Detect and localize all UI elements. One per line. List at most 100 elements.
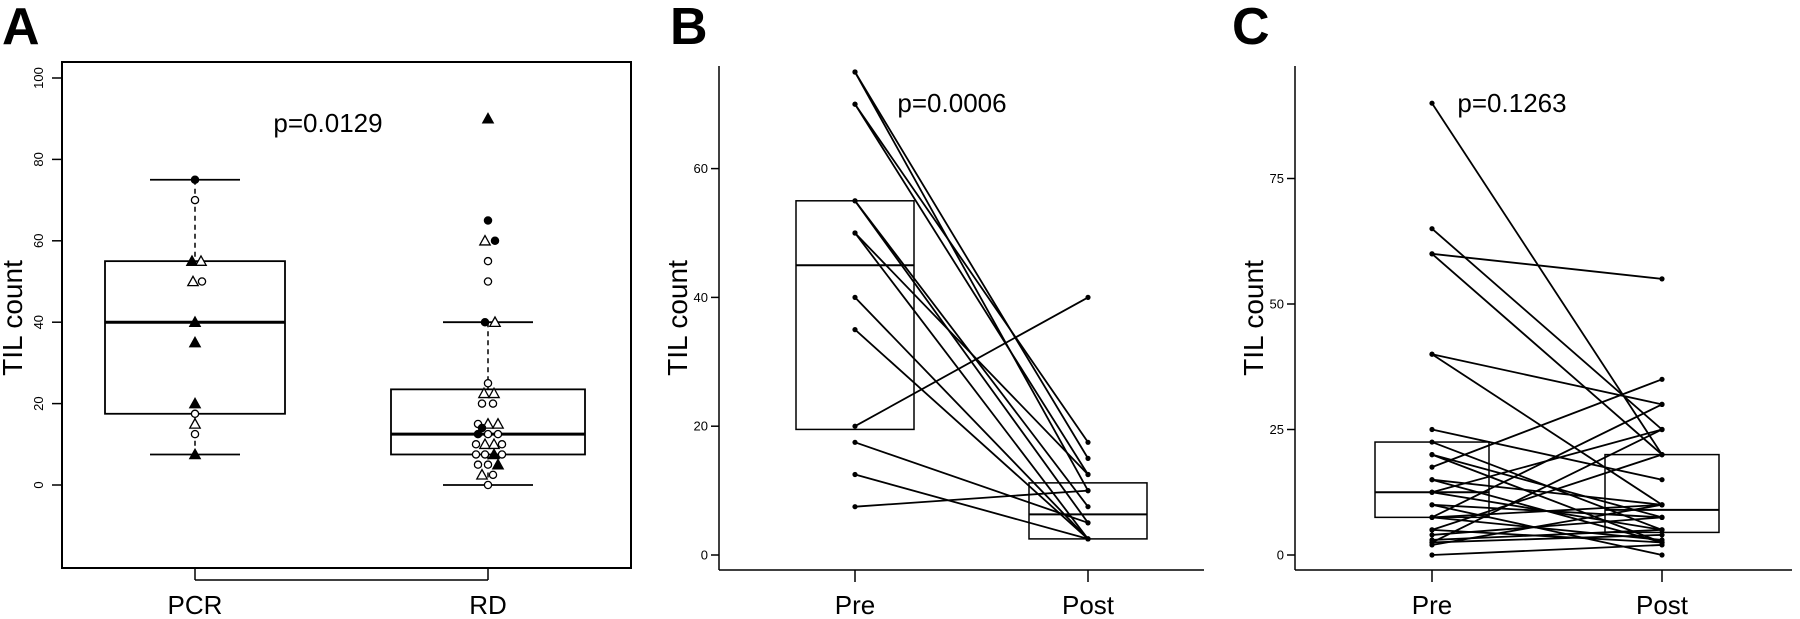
- panel-a-point-34: [478, 437, 492, 450]
- panel-a-point-42: [483, 460, 493, 469]
- panel-a-pvalue: p=0.0129: [273, 108, 382, 138]
- panel-a-ytick-label-4: 80: [31, 152, 46, 166]
- panel-c-pair-line-25: [1431, 534, 1663, 544]
- panel-c-point-pre-1: [1429, 226, 1435, 232]
- panel-c-ytick-label-2: 50: [1270, 297, 1284, 312]
- panel-a: A 0 20 40 60 80 100 PCR RD TIL count p=0.0129: [0, 0, 632, 619]
- panel-b-pair-line-2: [854, 103, 1089, 443]
- panel-b-point-post-4: [1085, 504, 1091, 510]
- panel-a-point-46: [483, 480, 493, 490]
- panel-b-pair-line-0: [854, 71, 1089, 459]
- panel-b-pair-line-6: [854, 232, 1089, 476]
- panel-a-point-24: [477, 399, 487, 408]
- panel-c-point-pre-12: [1429, 477, 1435, 483]
- panel-c-point-post-17: [1659, 401, 1665, 407]
- panel-a-point-16: [490, 236, 500, 246]
- panel-a-point-29: [477, 423, 487, 433]
- panel-a-ytick-label-1: 20: [31, 396, 46, 410]
- panel-c-pair-line-10: [1431, 378, 1663, 468]
- panel-b-point-pre-12: [852, 471, 858, 478]
- panel-b-xlabel-post: Post: [1062, 590, 1115, 619]
- panel-c-pair-line-24: [1431, 428, 1663, 544]
- panel-a-point-12: [188, 447, 202, 460]
- panel-b-pair-line-11: [854, 441, 1089, 524]
- panel-c-point-post-26: [1659, 502, 1665, 508]
- panel-c-pair-line-17: [1431, 403, 1663, 519]
- panel-c-point-post-21: [1659, 452, 1665, 458]
- panel-a-point-1: [190, 195, 200, 205]
- panel-c-pvalue: p=0.1263: [1457, 88, 1566, 118]
- panel-a-point-30: [473, 429, 483, 439]
- panel-c-pair-line-1: [1431, 228, 1663, 431]
- panel-c-pair-line-21: [1431, 453, 1663, 531]
- panel-a-point-13: [481, 112, 495, 124]
- panel-a-point-18: [483, 277, 493, 286]
- panel-c-pair-line-27: [1431, 544, 1663, 556]
- panel-a-point-10: [188, 417, 202, 429]
- panel-a-point-28: [491, 417, 505, 429]
- panel-a-point-37: [471, 450, 481, 459]
- panel-b-pair-line-3: [854, 103, 1089, 475]
- panel-a-ytick-label-2: 40: [31, 315, 46, 329]
- panel-c-point-pre-14: [1429, 489, 1435, 495]
- panel-a-point-11: [190, 429, 200, 439]
- panel-a-point-40: [497, 450, 507, 459]
- panel-b: B 0 20 40 60 Pre Post TIL count p=0.0006: [662, 0, 1204, 619]
- panel-b-pair-line-10: [854, 296, 1089, 427]
- panel-c-point-pre-19: [1429, 514, 1435, 520]
- panel-b-point-post-11: [1085, 520, 1091, 526]
- panel-c-pair-line-0: [1431, 102, 1663, 456]
- panel-a-ytick-label-0: 0: [31, 481, 46, 488]
- panel-c-xlabel-pre: Pre: [1412, 590, 1452, 619]
- panel-b-letter: B: [670, 0, 708, 56]
- panel-b-point-post-13: [1085, 488, 1091, 494]
- panel-a-point-0: [190, 175, 200, 184]
- panel-a-point-45: [488, 470, 498, 480]
- panel-b-pair-line-1: [854, 71, 1089, 492]
- panel-c-point-post-24: [1659, 426, 1665, 433]
- panel-b-point-pre-11: [852, 439, 858, 445]
- panel-a-xlabel-rd: RD: [469, 590, 507, 619]
- panel-a-point-20: [488, 315, 502, 328]
- panel-b-ytick-label-3: 60: [694, 161, 708, 176]
- panel-b-pair-line-13: [854, 489, 1089, 508]
- panel-b-ytick-label-0: 0: [701, 548, 708, 563]
- panel-a-point-6: [188, 315, 202, 328]
- panel-c-pair-line-4: [1431, 353, 1663, 406]
- panel-b-point-post-6: [1085, 471, 1091, 478]
- panel-b-pair-line-7: [854, 232, 1089, 540]
- panel-b-point-pre-8: [852, 294, 858, 300]
- panel-c-pair-line-22: [1431, 516, 1663, 536]
- panel-c-point-post-27: [1659, 542, 1665, 548]
- panel-b-ytick-label-1: 20: [694, 419, 708, 434]
- panel-c-point-pre-6: [1429, 426, 1435, 433]
- panel-c-pair-line-19: [1431, 503, 1663, 519]
- panel-c-letter: C: [1232, 0, 1270, 56]
- panel-a-point-32: [493, 429, 503, 439]
- panel-c-point-pre-9: [1429, 452, 1435, 458]
- panel-b-point-pre-3: [852, 101, 858, 107]
- panel-c-pair-line-9: [1431, 453, 1663, 544]
- panel-b-point-post-10: [1085, 294, 1091, 300]
- panel-a-point-43: [491, 458, 505, 470]
- panel-a-point-15: [478, 234, 492, 246]
- panel-b-point-pre-10: [852, 423, 858, 429]
- panel-a-point-36: [497, 440, 507, 449]
- panel-b-point-post-0: [1085, 455, 1091, 461]
- panel-c-point-post-25: [1659, 532, 1665, 538]
- panel-c-pair-line-3: [1431, 253, 1663, 456]
- panel-c-ytick-label-0: 0: [1277, 548, 1284, 563]
- panel-a-point-41: [473, 460, 483, 469]
- panel-a-point-44: [475, 468, 489, 480]
- panel-a-ytick-label-3: 60: [31, 234, 46, 248]
- panel-c-pair-line-5: [1431, 353, 1663, 506]
- panel-c-point-post-10: [1659, 376, 1665, 382]
- panel-a-point-17: [483, 256, 493, 266]
- panel-b-point-pre-5: [852, 198, 858, 204]
- panel-c-point-pre-27: [1429, 552, 1435, 558]
- panel-a-ytick-label-5: 100: [31, 67, 46, 89]
- panel-b-point-post-12: [1085, 536, 1091, 542]
- panel-c-point-pre-5: [1429, 351, 1435, 357]
- panel-b-point-pre-7: [852, 230, 858, 236]
